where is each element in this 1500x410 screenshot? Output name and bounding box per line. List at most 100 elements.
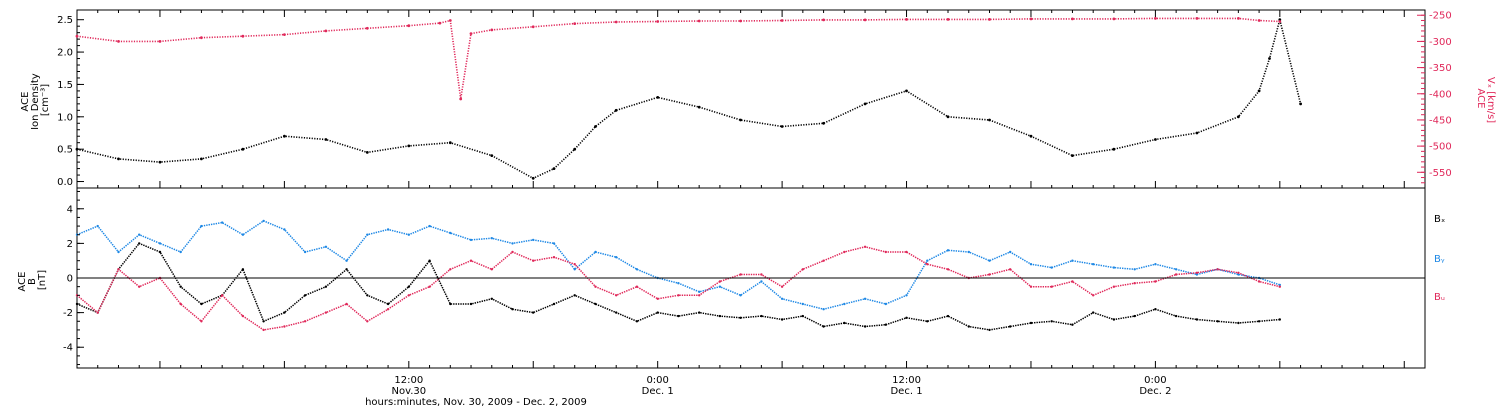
vx-point bbox=[324, 29, 328, 33]
bx-point bbox=[469, 302, 473, 306]
bfield-tick-label: 0 bbox=[67, 274, 73, 285]
vx-point bbox=[946, 18, 950, 21]
vx-point bbox=[469, 32, 473, 35]
bz-point bbox=[1050, 285, 1053, 288]
bx-point bbox=[449, 302, 452, 306]
bz-point bbox=[511, 250, 514, 254]
density-point bbox=[739, 118, 742, 122]
bz-point bbox=[428, 285, 431, 288]
bz-point bbox=[490, 268, 493, 271]
vx-point bbox=[438, 21, 442, 25]
vx-point bbox=[697, 19, 701, 23]
by-point bbox=[200, 224, 203, 228]
bx-point bbox=[677, 314, 680, 318]
x-tick-time: 12:00 bbox=[892, 375, 921, 386]
vx-point bbox=[459, 97, 463, 101]
bz-point bbox=[283, 325, 286, 328]
velocity-tick-label: -300 bbox=[1429, 37, 1452, 48]
bx-point bbox=[594, 302, 597, 306]
bx-point bbox=[262, 320, 265, 323]
density-tick-label: 1.5 bbox=[57, 80, 73, 91]
bz-point bbox=[221, 294, 224, 297]
bfield-tick-label: -2 bbox=[63, 308, 73, 319]
by-point bbox=[469, 238, 473, 242]
by-point bbox=[946, 249, 950, 252]
by-point bbox=[158, 242, 162, 245]
vx-point bbox=[407, 24, 411, 28]
by-point bbox=[1029, 263, 1033, 266]
by-point bbox=[1092, 263, 1095, 266]
by-point bbox=[1112, 266, 1116, 269]
bx-point bbox=[283, 311, 286, 314]
density-plot-frame bbox=[76, 9, 1426, 189]
density-point bbox=[988, 118, 991, 122]
vx-point bbox=[780, 19, 784, 22]
bz-point bbox=[262, 328, 265, 332]
bz-point bbox=[635, 285, 639, 288]
bx-point bbox=[1174, 314, 1178, 318]
density-point bbox=[1257, 89, 1261, 93]
bx-point bbox=[1133, 314, 1136, 318]
bx-point bbox=[386, 302, 390, 306]
bz-point bbox=[1195, 271, 1199, 274]
bx-point bbox=[822, 325, 825, 328]
vx-point bbox=[822, 18, 825, 22]
vx-point bbox=[1278, 20, 1282, 23]
vx-point bbox=[1257, 19, 1261, 22]
bx-point bbox=[739, 316, 742, 319]
magnetic-field-panel: 4 2 0 -2 -4 ACE B [nT] Bₓ Bᵧ Bᵤ bbox=[17, 187, 1445, 369]
bx-point bbox=[1237, 321, 1240, 325]
by-point bbox=[366, 233, 369, 236]
vx-point bbox=[573, 22, 577, 25]
bx-point bbox=[1216, 320, 1219, 323]
bz-point bbox=[801, 268, 804, 271]
bz-point bbox=[1112, 285, 1116, 288]
density-point bbox=[324, 138, 328, 141]
density-point bbox=[407, 144, 411, 148]
by-point bbox=[677, 282, 680, 285]
vx-point bbox=[283, 33, 286, 36]
vx-point bbox=[1195, 17, 1199, 20]
vx-point bbox=[656, 20, 660, 23]
density-point bbox=[241, 147, 245, 151]
bx-point bbox=[1154, 308, 1157, 311]
bx-point bbox=[345, 268, 348, 271]
legend-by: Bᵧ bbox=[1434, 254, 1445, 265]
bz-point bbox=[1029, 285, 1033, 288]
bz-point bbox=[615, 294, 618, 297]
bx-point bbox=[1195, 318, 1199, 321]
density-point bbox=[780, 125, 784, 128]
by-point bbox=[967, 250, 970, 254]
bz-point bbox=[822, 259, 825, 262]
vx-point bbox=[241, 34, 245, 38]
bz-point bbox=[96, 311, 99, 314]
bx-point bbox=[615, 311, 618, 314]
velocity-tick-label: -500 bbox=[1429, 142, 1452, 153]
x-tick-date: Dec. 2 bbox=[1139, 386, 1171, 397]
by-point bbox=[241, 233, 245, 236]
vx-point bbox=[1029, 17, 1033, 21]
by-point bbox=[863, 297, 867, 300]
bx-point bbox=[780, 318, 784, 321]
by-point bbox=[718, 285, 722, 288]
bx-point bbox=[158, 250, 162, 254]
vx-point bbox=[614, 20, 618, 24]
density-point bbox=[946, 115, 950, 119]
vx-point bbox=[1071, 17, 1074, 21]
by-point bbox=[407, 233, 410, 236]
by-point bbox=[615, 256, 618, 259]
bz-point bbox=[241, 314, 245, 318]
bz-point bbox=[905, 250, 908, 254]
bz-point bbox=[594, 285, 597, 288]
bfield-tick-label: 2 bbox=[67, 239, 73, 250]
by-point bbox=[573, 268, 576, 271]
bz-point bbox=[677, 294, 680, 297]
density-tick-label: 2.5 bbox=[57, 15, 73, 26]
density-point bbox=[1071, 154, 1074, 158]
bz-point bbox=[1092, 294, 1095, 297]
density-point bbox=[365, 151, 369, 154]
by-point bbox=[780, 297, 784, 300]
bx-point bbox=[698, 311, 701, 314]
bx-point bbox=[1092, 311, 1095, 314]
bz-point bbox=[988, 273, 991, 276]
